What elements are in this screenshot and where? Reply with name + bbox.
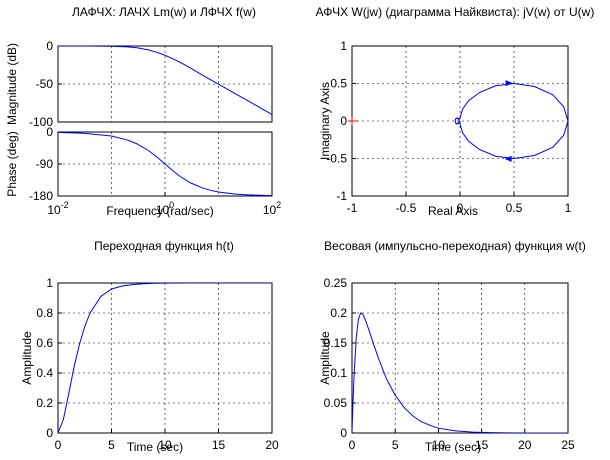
x-tick-label: 10	[158, 438, 172, 452]
x-tick-label: 1	[565, 201, 572, 215]
series-line-1	[352, 312, 568, 433]
x-tick-label: -0.5	[396, 201, 417, 215]
x-tick-label: -1	[347, 201, 358, 215]
series-line-1	[58, 283, 272, 433]
y-tick-label: 0	[340, 114, 347, 128]
x-axis-label: Time (sec)	[425, 440, 481, 454]
y-tick-label: 0	[46, 125, 53, 139]
y-tick-label: 1	[340, 39, 347, 53]
y-tick-label: 0.8	[36, 306, 53, 320]
chart-title: Весовая (импульсно-переходная) функция w…	[324, 239, 586, 253]
y-tick-label: -90	[36, 157, 54, 171]
chart-panel-1: 0 -50 -100 ЛАФЧХ: ЛАЧХ Lm(w) и ЛФЧХ f(w) Mag…	[5, 5, 273, 129]
y-axis-label: Magnitude (dB)	[5, 43, 19, 125]
x-axis-label: Frequency (rad/sec)	[106, 204, 213, 218]
x-tick-label: 15	[212, 438, 226, 452]
y-tick-label: -0.5	[326, 152, 347, 166]
y-tick-label: 0.6	[36, 336, 53, 350]
chart-title: ЛАФЧХ: ЛАЧХ Lm(w) и ЛФЧХ f(w)	[72, 5, 256, 19]
plot-area	[351, 282, 569, 434]
y-tick-label: 0	[46, 426, 53, 440]
x-tick-label: 0	[55, 438, 62, 452]
chart-title: Переходная функция h(t)	[94, 239, 234, 253]
y-axis-label: Imaginary Axis	[318, 82, 332, 160]
x-tick-label: 5	[392, 438, 399, 452]
y-axis-label: Amplitude	[20, 331, 34, 385]
y-axis-label: Phase (deg)	[5, 131, 19, 196]
y-tick-label: 0.05	[324, 396, 348, 410]
x-tick-label: 102	[263, 200, 281, 217]
y-tick-label: -180	[29, 189, 53, 203]
y-tick-label: 0.2	[36, 396, 53, 410]
series-line-1	[454, 82, 568, 160]
x-tick-label: 10	[432, 438, 446, 452]
x-tick-label: 0	[349, 438, 356, 452]
chart-title: АФЧХ W(jw) (диаграмма Найквиста): jV(w) …	[316, 5, 595, 19]
y-tick-label: 0.1	[330, 366, 347, 380]
y-tick-label: 0.15	[324, 336, 348, 350]
x-tick-label: 0.5	[506, 201, 523, 215]
series-line-1	[58, 46, 272, 115]
x-tick-label: 0	[457, 201, 464, 215]
y-tick-label: 0.2	[330, 306, 347, 320]
x-tick-label: 5	[108, 438, 115, 452]
x-axis-label: Time (sec)	[127, 440, 183, 454]
chart-panel-3: 1 0.5 0 -0.5 -1-1 -0.5 0 0.5 1 АФЧХ W(jw) (диагра…	[316, 5, 595, 218]
x-tick-label: 10-2	[47, 200, 68, 217]
chart-panel-5: 0 0.05 0.1 0.15 0.2 0.25 0 5 10 15 20 25 Весовая (им…	[318, 239, 586, 454]
y-tick-label: -50	[36, 77, 54, 91]
y-tick-label: 1	[46, 276, 53, 290]
x-tick-label: 20	[265, 438, 279, 452]
direction-arrow	[505, 80, 513, 87]
y-tick-label: 0.4	[36, 366, 53, 380]
series-line-1	[58, 132, 272, 196]
y-axis-label: Amplitude	[318, 331, 332, 385]
y-tick-label: -100	[29, 115, 53, 129]
x-tick-label: 15	[475, 438, 489, 452]
y-tick-label: -1	[336, 189, 347, 203]
y-tick-label: 0.5	[330, 77, 347, 91]
x-tick-label: 100	[156, 200, 174, 217]
y-tick-label: 0	[340, 426, 347, 440]
y-tick-label: 0	[46, 39, 53, 53]
x-axis-label: Real Axis	[428, 204, 478, 218]
direction-arrow	[504, 155, 512, 162]
x-tick-label: 25	[561, 438, 575, 452]
y-tick-label: 0.25	[324, 276, 348, 290]
x-tick-label: 20	[518, 438, 532, 452]
